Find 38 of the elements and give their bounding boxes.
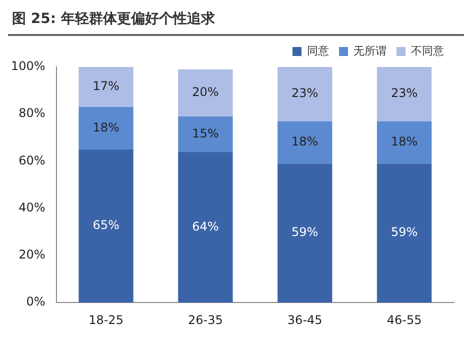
bar (78, 67, 134, 108)
bar (278, 164, 332, 303)
data-label: 65% (92, 218, 120, 232)
bar (278, 67, 332, 122)
legend-label: 同意 (307, 44, 329, 58)
y-tick-label: 60% (18, 153, 46, 168)
legend-label: 无所谓 (354, 44, 386, 58)
y-tick-label: 0% (26, 294, 46, 309)
data-label: 18% (292, 134, 318, 149)
data-label: 18% (92, 120, 120, 134)
x-tick-label: 18-25 (88, 312, 124, 327)
data-label: 23% (292, 86, 318, 100)
data-label: 59% (292, 225, 318, 240)
x-tick-label: 26-35 (188, 312, 223, 327)
bar (178, 69, 233, 116)
data-label: 64% (192, 219, 219, 234)
y-tick-label: 20% (18, 248, 46, 262)
bar (178, 116, 233, 152)
chart-title: 图 25: 年轻群体更偏好个性追求 (8, 8, 464, 36)
bar (78, 107, 134, 150)
data-label: 59% (390, 225, 418, 240)
bar (376, 67, 432, 122)
x-tick-label: 36-45 (287, 312, 322, 327)
y-tick-label: 100% (10, 59, 46, 74)
bar (178, 152, 233, 303)
data-label: 17% (92, 79, 120, 94)
bar (376, 121, 432, 164)
data-label: 20% (192, 85, 219, 100)
bar (78, 149, 134, 303)
data-label: 23% (390, 86, 418, 100)
bar (278, 121, 332, 164)
y-tick-label: 80% (18, 106, 46, 120)
data-label: 18% (390, 134, 418, 149)
bar (376, 164, 432, 303)
legend-label: 不同意 (411, 44, 444, 58)
data-label: 15% (192, 126, 219, 140)
y-tick-label: 40% (18, 200, 46, 214)
x-tick-label: 46-55 (386, 312, 422, 327)
